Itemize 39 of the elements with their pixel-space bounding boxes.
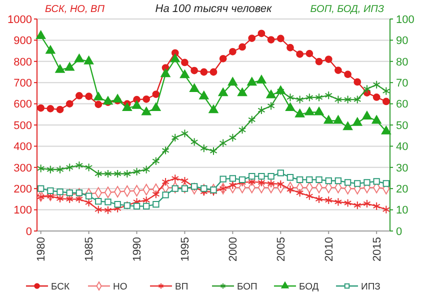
legend-label: БСК (51, 281, 70, 292)
legend-label: НО (113, 281, 128, 292)
y2-tick-label: 60 (396, 98, 408, 111)
y-tick-label: 800 (14, 56, 32, 68)
x-tick-label: 2000 (228, 237, 240, 262)
legend-label: ВП (175, 281, 188, 292)
x-tick-label: 1995 (180, 237, 192, 262)
y-tick-label: 300 (14, 162, 32, 174)
chart-title: На 100 тысяч человек (155, 3, 273, 15)
y-tick-label: 500 (14, 120, 32, 132)
y2-tick-label: 90 (396, 35, 408, 48)
x-tick-label: 1980 (36, 237, 48, 262)
y-tick-label: 100 (14, 204, 32, 217)
y2-axis-title: БОП, БОД, ИПЗ (310, 4, 384, 15)
y2-tick-label: 40 (396, 141, 408, 154)
legend-label: БОП (237, 281, 258, 292)
y2-tick-label: 0 (396, 226, 402, 238)
y2-tick-label: 10 (396, 204, 408, 217)
y-tick-label: 1000 (8, 14, 32, 26)
y2-tick-label: 100 (396, 14, 414, 26)
y2-tick-label: 80 (396, 56, 408, 68)
y-tick-label: 700 (14, 77, 32, 90)
legend-label: БОД (299, 281, 320, 292)
x-tick-label: 1985 (84, 237, 96, 262)
y-tick-label: 200 (14, 183, 32, 196)
y-tick-label: 600 (14, 98, 32, 111)
legend-label: ИПЗ (361, 281, 381, 292)
y2-tick-label: 50 (396, 120, 408, 132)
y-tick-label: 900 (14, 35, 32, 48)
y-tick-label: 400 (14, 141, 32, 154)
y2-tick-label: 30 (396, 162, 408, 174)
x-tick-label: 1990 (132, 237, 144, 262)
y-tick-label: 0 (26, 226, 32, 238)
y2-tick-label: 70 (396, 77, 408, 90)
x-tick-label: 2015 (371, 237, 384, 262)
y-axis-title: БСК, НО, ВП (45, 4, 106, 15)
y2-tick-label: 20 (396, 183, 408, 196)
x-tick-label: 2010 (323, 237, 336, 262)
x-tick-label: 2005 (275, 237, 288, 262)
